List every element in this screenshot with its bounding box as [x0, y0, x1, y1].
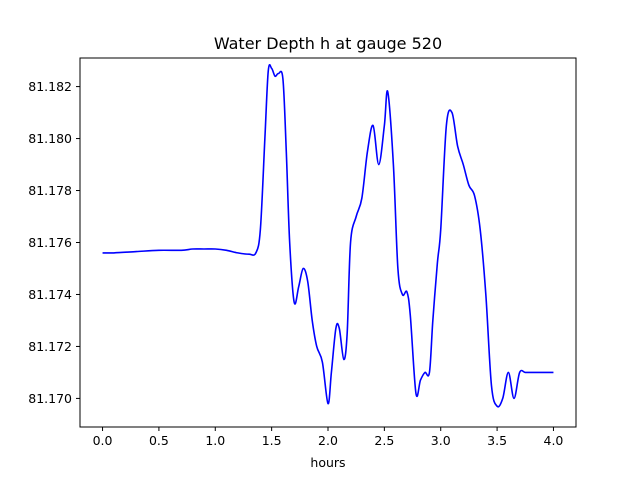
- y-tick-label: 81.176: [28, 235, 72, 250]
- x-tick-label: 3.0: [431, 433, 451, 448]
- y-tick-label: 81.182: [28, 79, 72, 94]
- x-tick-label: 3.5: [487, 433, 507, 448]
- y-tick-label: 81.170: [28, 391, 72, 406]
- x-axis-label: hours: [310, 455, 345, 470]
- x-tick-label: 0.0: [93, 433, 113, 448]
- y-axis: 81.170 81.172 81.174 81.176 81.178 81.180 81.1…: [28, 79, 80, 406]
- x-tick-label: 2.5: [374, 433, 394, 448]
- x-tick-label: 4.0: [544, 433, 564, 448]
- data-series-line: [102, 64, 554, 408]
- x-tick-label: 2.0: [318, 433, 338, 448]
- y-tick-label: 81.178: [28, 183, 72, 198]
- axes-frame: [79, 57, 577, 428]
- x-tick-label: 0.5: [149, 433, 169, 448]
- x-tick-label: 1.0: [205, 433, 225, 448]
- chart-title: Water Depth h at gauge 520: [214, 34, 442, 53]
- y-tick-label: 81.174: [28, 287, 72, 302]
- y-tick-label: 81.172: [28, 339, 72, 354]
- x-axis: 0.0 0.5 1.0 1.5 2.0 2.5 3.0 3.5 4.0: [93, 427, 564, 448]
- plot-area: [102, 64, 554, 408]
- y-tick-label: 81.180: [28, 131, 72, 146]
- x-tick-label: 1.5: [262, 433, 282, 448]
